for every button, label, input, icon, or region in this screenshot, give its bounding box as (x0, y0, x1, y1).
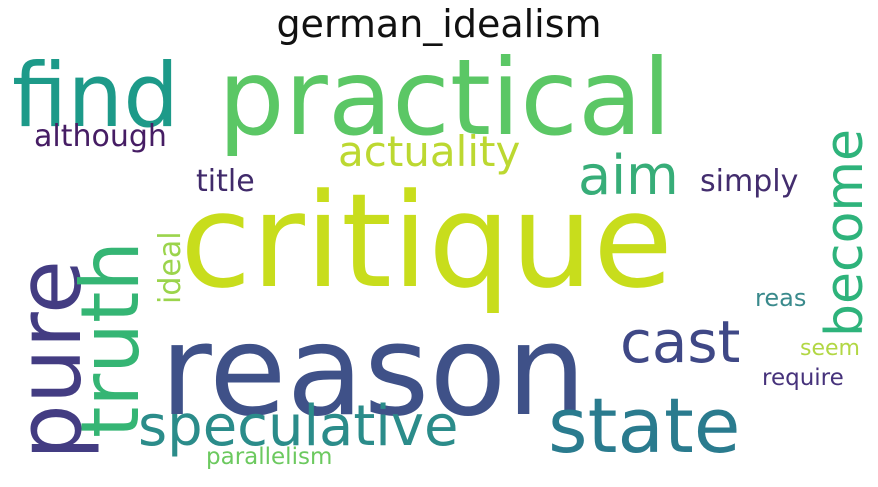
cloud-title: german_idealism (276, 2, 602, 46)
word-reas: reas (755, 284, 806, 312)
word-seem: seem (800, 336, 860, 361)
word-simply: simply (700, 164, 798, 199)
word-cast: cast (620, 308, 740, 376)
word-pure: pure (0, 260, 101, 460)
word-find: find (12, 44, 179, 147)
word-ideal: ideal (153, 231, 188, 304)
word-become: become (815, 129, 875, 337)
word-practical: practical (218, 37, 671, 159)
word-speculative: speculative (138, 394, 458, 459)
word-title: title (196, 164, 255, 199)
word-although: although (34, 119, 167, 154)
word-actuality: actuality (338, 127, 520, 176)
word-critique: critique (180, 165, 673, 317)
word-parallelism: parallelism (206, 444, 332, 470)
word-require: require (762, 365, 844, 391)
word-state: state (548, 381, 741, 470)
word-reason: reason (160, 297, 586, 444)
word-aim: aim (578, 144, 679, 207)
word-truth: truth (64, 241, 157, 438)
